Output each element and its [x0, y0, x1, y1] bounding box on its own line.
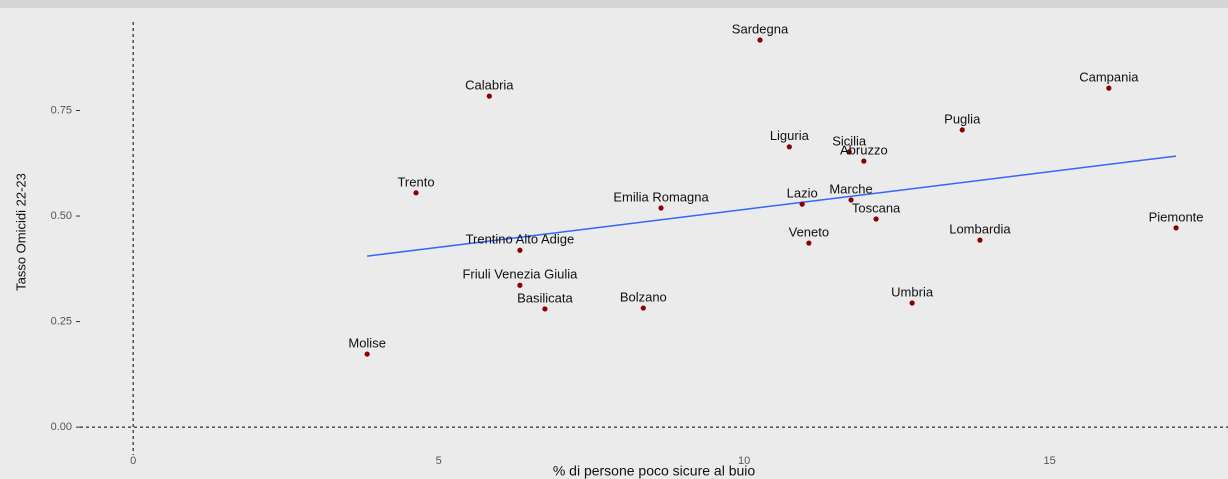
point: [861, 158, 867, 164]
point-label: Sicilia: [832, 133, 867, 148]
x-tick-label: 5: [436, 455, 442, 467]
point-label: Calabria: [465, 78, 514, 93]
point-label: Basilicata: [517, 290, 573, 305]
point-label: Marche: [829, 181, 872, 196]
y-axis-label: Tasso Omicidi 22-23: [13, 173, 28, 291]
point-label: Umbria: [891, 284, 934, 299]
x-tick-label: 0: [130, 455, 136, 467]
point: [757, 37, 763, 43]
y-tick-label: 0.25: [51, 315, 72, 327]
point: [977, 237, 983, 243]
point: [658, 205, 664, 211]
point-label: Friuli Venezia Giulia: [462, 267, 578, 282]
point-label: Campania: [1079, 70, 1139, 85]
point-label: Piemonte: [1149, 209, 1204, 224]
point: [786, 144, 792, 150]
point: [364, 351, 370, 357]
fit-line: [367, 155, 1177, 257]
point: [799, 201, 805, 207]
point: [1106, 85, 1112, 91]
point-label: Molise: [348, 336, 386, 351]
x-axis-label: % di persone poco sicure al buio: [553, 463, 756, 479]
point-label: Lazio: [787, 186, 818, 201]
point-label: Veneto: [789, 224, 830, 239]
point: [806, 240, 812, 246]
point: [640, 305, 646, 311]
point: [486, 93, 492, 99]
point: [959, 127, 965, 133]
point-label: Trentino Alto Adige: [466, 232, 575, 247]
point-label: Toscana: [852, 200, 901, 215]
y-tick-label: 0.75: [51, 104, 72, 116]
point: [846, 149, 852, 155]
point-label: Lombardia: [949, 222, 1011, 237]
point: [1173, 225, 1179, 231]
y-tick-label: 0.50: [51, 210, 72, 222]
point-label: Bolzano: [620, 290, 667, 305]
point: [848, 197, 854, 203]
point: [909, 300, 915, 306]
point: [517, 282, 523, 288]
point: [413, 190, 419, 196]
point: [873, 216, 879, 222]
point-label: Liguria: [770, 128, 810, 143]
y-tick-label: 0.00: [51, 421, 72, 433]
background: [0, 8, 1228, 479]
x-tick-label: 10: [738, 455, 750, 467]
x-tick-label: 15: [1043, 455, 1055, 467]
point: [517, 247, 523, 253]
point-label: Emilia Romagna: [613, 189, 709, 204]
point-label: Sardegna: [732, 21, 789, 36]
point-label: Puglia: [944, 111, 981, 126]
point-label: Abruzzo: [840, 143, 888, 158]
point-label: Trento: [397, 174, 434, 189]
point: [542, 306, 548, 312]
